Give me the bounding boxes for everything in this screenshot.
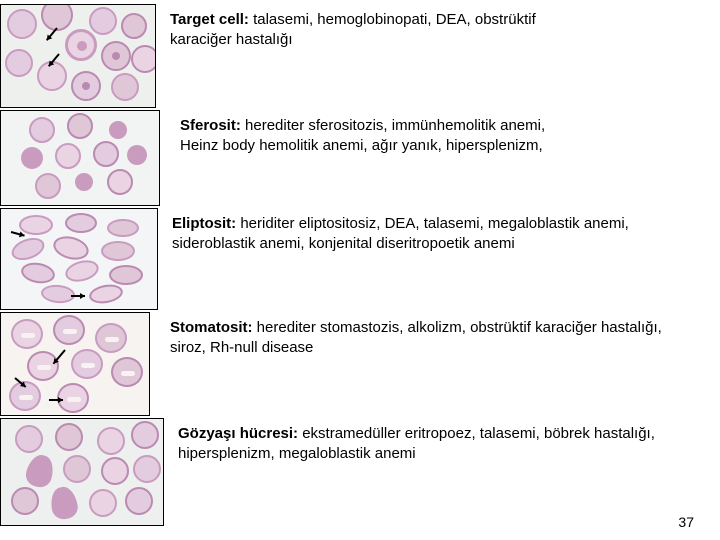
term-gozyasi: Gözyaşı hücresi: [178,425,298,442]
thumb-sferosit [0,110,160,206]
thumb-eliptosit [0,208,158,310]
text-stomatosit: Stomatosit: herediter stomastozis, alkol… [150,312,690,357]
page-number: 37 [678,514,694,530]
text-target: Target cell: talasemi, hemoglobinopati, … [156,4,616,49]
arrow-icon [49,399,63,401]
row-target: Target cell: talasemi, hemoglobinopati, … [0,4,720,108]
term-sferosit: Sferosit: [180,117,241,134]
row-stomatosit: Stomatosit: herediter stomastozis, alkol… [0,312,720,416]
slide: Target cell: talasemi, hemoglobinopati, … [0,0,720,540]
thumb-stomatosit [0,312,150,416]
row-eliptosit: Eliptosit: heriditer eliptositosiz, DEA,… [0,208,720,310]
arrow-icon [71,295,85,297]
text-gozyasi: Gözyaşı hücresi: ekstramedüller eritropo… [164,418,694,463]
desc-eliptosit: heriditer eliptositosiz, DEA, talasemi, … [172,215,629,252]
arrow-icon [11,231,25,237]
text-sferosit: Sferosit: herediter sferositozis, immünh… [160,110,590,155]
term-eliptosit: Eliptosit: [172,215,236,232]
thumb-target [0,4,156,108]
text-eliptosit: Eliptosit: heriditer eliptositosiz, DEA,… [158,208,688,253]
row-sferosit: Sferosit: herediter sferositozis, immünh… [0,110,720,206]
thumb-gozyasi [0,418,164,526]
row-gozyasi: Gözyaşı hücresi: ekstramedüller eritropo… [0,418,720,526]
term-stomatosit: Stomatosit: [170,319,253,336]
term-target: Target cell: [170,11,249,28]
